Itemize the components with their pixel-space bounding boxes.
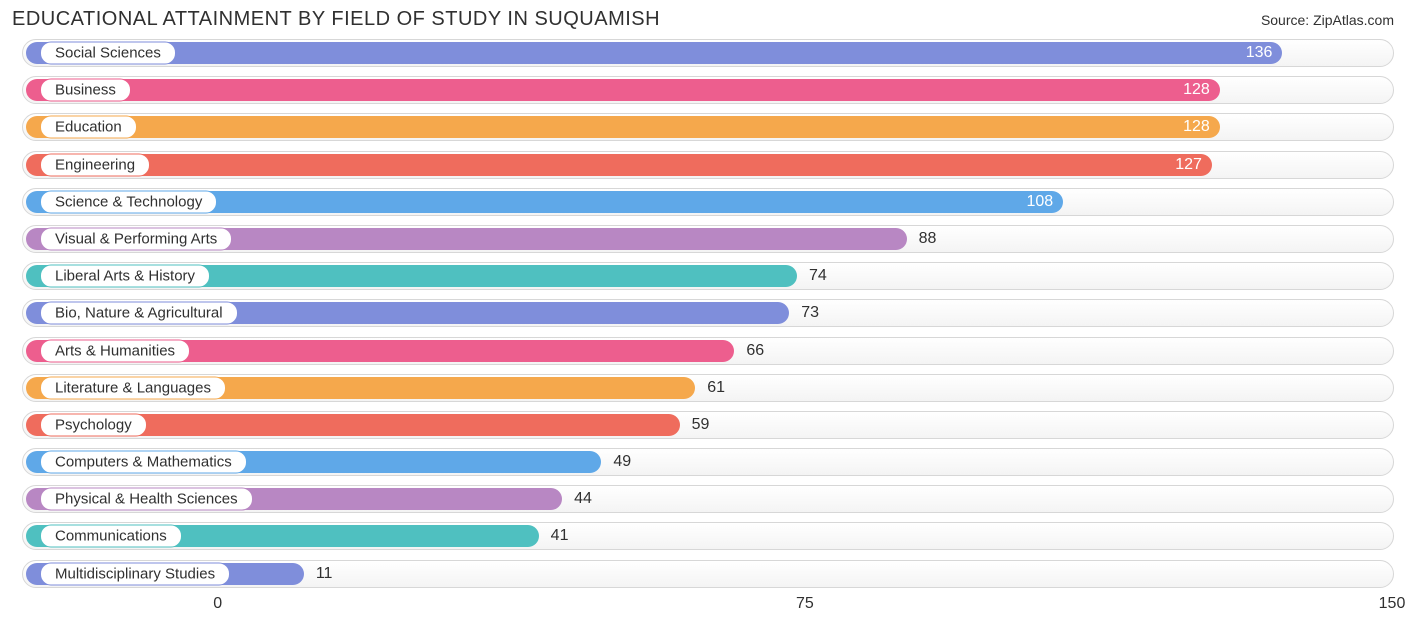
bar-label: Business bbox=[40, 79, 131, 102]
chart-header: EDUCATIONAL ATTAINMENT BY FIELD OF STUDY… bbox=[12, 8, 1394, 31]
bar-value: 74 bbox=[809, 267, 827, 285]
bars-area: Social Sciences 136 Business 128 Education 12… bbox=[12, 37, 1394, 590]
bar-row: Liberal Arts & History 74 bbox=[22, 260, 1394, 292]
x-tick: 75 bbox=[796, 595, 814, 613]
bar-value: 61 bbox=[707, 379, 725, 397]
bar-label: Education bbox=[40, 116, 137, 139]
bar-label: Physical & Health Sciences bbox=[40, 488, 253, 511]
bar-label: Computers & Mathematics bbox=[40, 451, 247, 474]
bar-value: 49 bbox=[613, 453, 631, 471]
bar-label: Science & Technology bbox=[40, 190, 217, 213]
chart-container: EDUCATIONAL ATTAINMENT BY FIELD OF STUDY… bbox=[0, 0, 1406, 631]
bar-label: Literature & Languages bbox=[40, 376, 226, 399]
bar-row: Bio, Nature & Agricultural 73 bbox=[22, 297, 1394, 329]
bar-row: Multidisciplinary Studies 11 bbox=[22, 558, 1394, 590]
bar-value: 11 bbox=[316, 565, 333, 583]
bar-row: Science & Technology 108 bbox=[22, 186, 1394, 218]
bar-fill bbox=[26, 79, 1220, 101]
bar-value: 88 bbox=[919, 230, 937, 248]
bar-row: Psychology 59 bbox=[22, 409, 1394, 441]
bar-row: Communications 41 bbox=[22, 520, 1394, 552]
bar-row: Engineering 127 bbox=[22, 149, 1394, 181]
chart-source: Source: ZipAtlas.com bbox=[1261, 12, 1394, 28]
bar-fill bbox=[26, 42, 1282, 64]
bar-row: Social Sciences 136 bbox=[22, 37, 1394, 69]
x-tick: 0 bbox=[213, 595, 222, 613]
bar-fill bbox=[26, 116, 1220, 138]
bar-fill bbox=[26, 154, 1212, 176]
bar-value: 73 bbox=[801, 304, 819, 322]
bar-value: 44 bbox=[574, 490, 592, 508]
bar-value: 127 bbox=[1175, 156, 1202, 174]
bar-value: 128 bbox=[1183, 81, 1210, 99]
bar-row: Visual & Performing Arts 88 bbox=[22, 223, 1394, 255]
bar-label: Visual & Performing Arts bbox=[40, 227, 232, 250]
bar-value: 136 bbox=[1246, 44, 1273, 62]
bar-value: 128 bbox=[1183, 118, 1210, 136]
bar-label: Liberal Arts & History bbox=[40, 265, 210, 288]
bar-value: 66 bbox=[746, 342, 764, 360]
bar-row: Literature & Languages 61 bbox=[22, 372, 1394, 404]
bar-row: Arts & Humanities 66 bbox=[22, 335, 1394, 367]
bar-value: 59 bbox=[692, 416, 710, 434]
bar-label: Engineering bbox=[40, 153, 150, 176]
x-axis: 075150 bbox=[22, 595, 1394, 623]
bar-label: Communications bbox=[40, 525, 182, 548]
bar-label: Bio, Nature & Agricultural bbox=[40, 302, 238, 325]
bar-row: Business 128 bbox=[22, 74, 1394, 106]
x-tick: 150 bbox=[1379, 595, 1406, 613]
chart-title: EDUCATIONAL ATTAINMENT BY FIELD OF STUDY… bbox=[12, 8, 660, 31]
bar-label: Multidisciplinary Studies bbox=[40, 562, 230, 585]
bar-row: Computers & Mathematics 49 bbox=[22, 446, 1394, 478]
bar-label: Arts & Humanities bbox=[40, 339, 190, 362]
bar-row: Education 128 bbox=[22, 111, 1394, 143]
bar-row: Physical & Health Sciences 44 bbox=[22, 483, 1394, 515]
bar-value: 108 bbox=[1026, 193, 1053, 211]
bar-value: 41 bbox=[551, 527, 569, 545]
bar-label: Social Sciences bbox=[40, 42, 176, 65]
bar-label: Psychology bbox=[40, 413, 147, 436]
